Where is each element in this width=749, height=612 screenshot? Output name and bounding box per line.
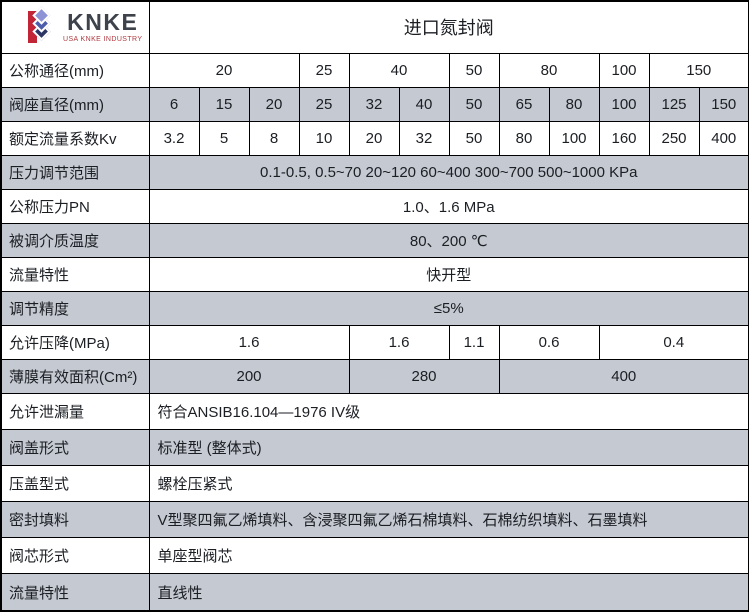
spec-cell: 125 bbox=[648, 86, 700, 122]
spec-cell: 5 bbox=[198, 120, 250, 156]
row-label: 薄膜有效面积(Cm²) bbox=[0, 358, 150, 394]
spec-cell: 8 bbox=[248, 120, 300, 156]
row-label: 允许压降(MPa) bbox=[0, 324, 150, 360]
row-label: 压力调节范围 bbox=[0, 154, 150, 190]
spec-cell: 280 bbox=[348, 358, 500, 394]
table-row: 公称通径(mm) 20 25 40 50 80 100 150 bbox=[0, 52, 749, 88]
table-row: 薄膜有效面积(Cm²) 200 280 400 bbox=[0, 358, 749, 394]
spec-cell: 1.1 bbox=[448, 324, 500, 360]
row-label: 额定流量系数Kv bbox=[0, 120, 150, 156]
spec-cell: 20 bbox=[348, 120, 400, 156]
spec-cell: V型聚四氟乙烯填料、含浸聚四氟乙烯石棉填料、石棉纺织填料、石墨填料 bbox=[148, 501, 749, 539]
table-row: 压力调节范围 0.1-0.5, 0.5~70 20~120 60~400 300~… bbox=[0, 154, 749, 190]
spec-cell: 单座型阀芯 bbox=[148, 537, 749, 575]
spec-cell: 65 bbox=[498, 86, 550, 122]
table-row: 额定流量系数Kv 3.2 5 8 10 20 32 50 80 100 160 250 400 bbox=[0, 120, 749, 156]
logo-text: KNKE USA KNKE INDUSTRY bbox=[63, 9, 143, 44]
spec-cell: 100 bbox=[598, 52, 650, 88]
spec-cell: 50 bbox=[448, 120, 500, 156]
spec-cell: 1.0、1.6 MPa bbox=[148, 188, 749, 224]
spec-cell: 直线性 bbox=[148, 573, 749, 612]
spec-cell: 20 bbox=[148, 52, 300, 88]
table-row: 流量特性 快开型 bbox=[0, 256, 749, 292]
table-row: 公称压力PN 1.0、1.6 MPa bbox=[0, 188, 749, 224]
spec-cell: 20 bbox=[248, 86, 300, 122]
spec-cell: 6 bbox=[148, 86, 200, 122]
row-label: 流量特性 bbox=[0, 256, 150, 292]
table-row: 阀座直径(mm) 6 15 20 25 32 40 50 65 80 100 125 150 bbox=[0, 86, 749, 122]
knke-logo-icon bbox=[28, 6, 56, 47]
row-label: 流量特性 bbox=[0, 573, 150, 612]
spec-cell: 100 bbox=[548, 120, 600, 156]
spec-cell: 15 bbox=[198, 86, 250, 122]
spec-cell: 25 bbox=[298, 86, 350, 122]
table-row: 调节精度 ≤5% bbox=[0, 290, 749, 326]
spec-cell: 1.6 bbox=[148, 324, 350, 360]
spec-cell: 32 bbox=[348, 86, 400, 122]
table-row: 阀盖形式 标准型 (整体式) bbox=[0, 428, 749, 466]
spec-cell: 50 bbox=[448, 52, 500, 88]
row-label: 公称通径(mm) bbox=[0, 52, 150, 88]
brand-tagline: USA KNKE INDUSTRY bbox=[63, 36, 143, 44]
spec-cell: 400 bbox=[698, 120, 749, 156]
spec-cell: 10 bbox=[298, 120, 350, 156]
table-row: 密封填料 V型聚四氟乙烯填料、含浸聚四氟乙烯石棉填料、石棉纺织填料、石墨填料 bbox=[0, 501, 749, 539]
spec-cell: 0.4 bbox=[598, 324, 749, 360]
spec-cell: 80 bbox=[498, 52, 600, 88]
spec-cell: 160 bbox=[598, 120, 650, 156]
spec-cell: 40 bbox=[398, 86, 450, 122]
spec-cell: 快开型 bbox=[148, 256, 749, 292]
brand-name: KNKE bbox=[67, 9, 139, 36]
spec-table-body: 公称通径(mm) 20 25 40 50 80 100 150 阀座直径(mm) 6 15 20 25 3… bbox=[0, 52, 749, 612]
spec-cell: 50 bbox=[448, 86, 500, 122]
spec-cell: 25 bbox=[298, 52, 350, 88]
row-label: 调节精度 bbox=[0, 290, 150, 326]
spec-cell: 0.1-0.5, 0.5~70 20~120 60~400 300~700 50… bbox=[148, 154, 749, 190]
spec-cell: 80、200 ℃ bbox=[148, 222, 749, 258]
row-label: 密封填料 bbox=[0, 501, 150, 539]
spec-cell: 标准型 (整体式) bbox=[148, 428, 749, 466]
row-label: 阀芯形式 bbox=[0, 537, 150, 575]
spec-cell: 0.6 bbox=[498, 324, 600, 360]
table-row: 阀芯形式 单座型阀芯 bbox=[0, 537, 749, 575]
spec-cell: 200 bbox=[148, 358, 350, 394]
spec-cell: 32 bbox=[398, 120, 450, 156]
spec-cell: 100 bbox=[598, 86, 650, 122]
table-row: 允许压降(MPa) 1.6 1.6 1.1 0.6 0.4 bbox=[0, 324, 749, 360]
spec-cell: 250 bbox=[648, 120, 700, 156]
table-row: 被调介质温度 80、200 ℃ bbox=[0, 222, 749, 258]
row-label: 被调介质温度 bbox=[0, 222, 150, 258]
spec-cell: 符合ANSIB16.104—1976 IV级 bbox=[148, 392, 749, 430]
spec-cell: 3.2 bbox=[148, 120, 200, 156]
spec-cell: 80 bbox=[498, 120, 550, 156]
spec-cell: 螺栓压紧式 bbox=[148, 464, 749, 503]
spec-cell: 150 bbox=[648, 52, 749, 88]
logo-cell: KNKE USA KNKE INDUSTRY bbox=[0, 0, 150, 54]
table-row: 压盖型式 螺栓压紧式 bbox=[0, 464, 749, 503]
brand-logo: KNKE USA KNKE INDUSTRY bbox=[2, 6, 148, 47]
row-label: 阀盖形式 bbox=[0, 428, 150, 466]
table-row: 流量特性 直线性 bbox=[0, 573, 749, 612]
table-row: 允许泄漏量 符合ANSIB16.104—1976 IV级 bbox=[0, 392, 749, 430]
row-label: 阀座直径(mm) bbox=[0, 86, 150, 122]
header-row: KNKE USA KNKE INDUSTRY 进口氮封阀 bbox=[0, 0, 749, 54]
row-label: 允许泄漏量 bbox=[0, 392, 150, 430]
spec-cell: 80 bbox=[548, 86, 600, 122]
spec-cell: 1.6 bbox=[348, 324, 450, 360]
spec-cell: 40 bbox=[348, 52, 450, 88]
spec-cell: 150 bbox=[698, 86, 749, 122]
logo-red-bar-icon bbox=[28, 11, 37, 44]
spec-cell: ≤5% bbox=[148, 290, 749, 326]
row-label: 压盖型式 bbox=[0, 464, 150, 503]
table-title: 进口氮封阀 bbox=[148, 0, 749, 54]
row-label: 公称压力PN bbox=[0, 188, 150, 224]
spec-cell: 400 bbox=[498, 358, 749, 394]
